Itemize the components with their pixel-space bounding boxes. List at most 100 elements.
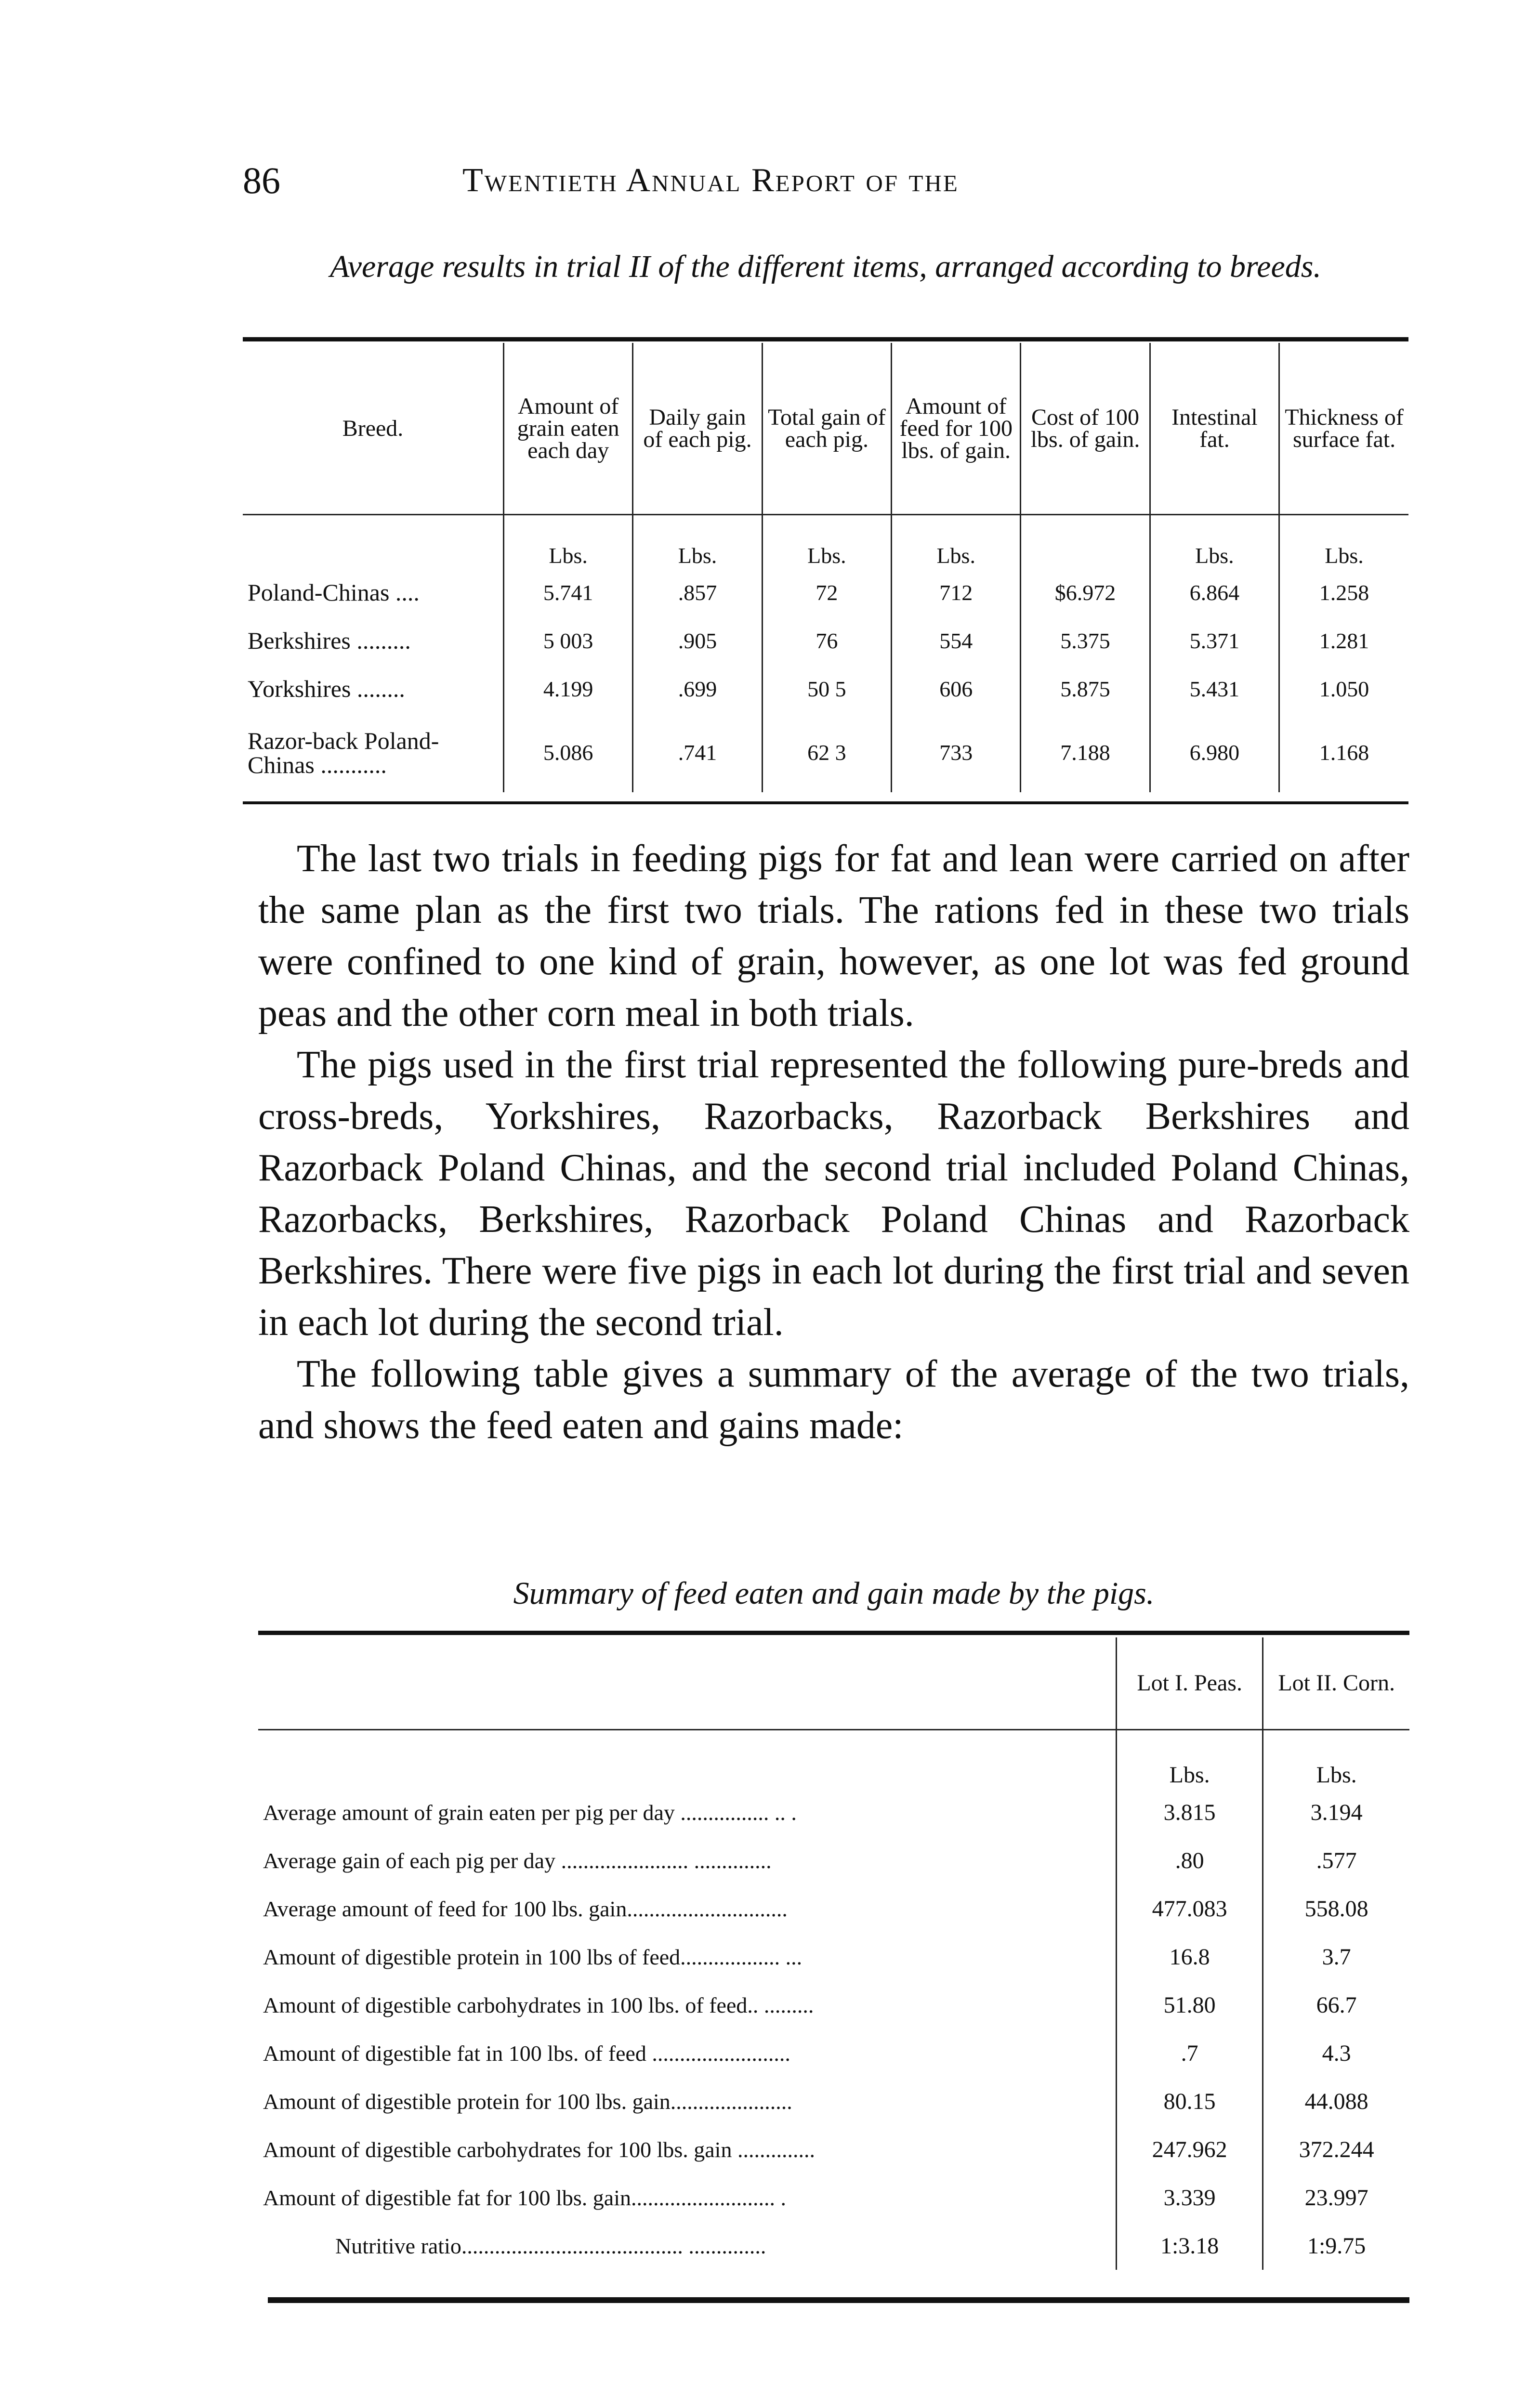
value-cell: 6.980 <box>1149 713 1279 792</box>
value-cell: 558.08 <box>1262 1885 1409 1933</box>
value-cell: 23.997 <box>1262 2173 1409 2222</box>
value-cell: 50 5 <box>761 665 892 713</box>
unit-cell: Lbs. <box>891 514 1021 568</box>
value-cell: 372.244 <box>1262 2125 1409 2173</box>
value-cell: 1.258 <box>1278 568 1408 616</box>
value-cell: 3.815 <box>1115 1788 1263 1836</box>
value-cell: 51.80 <box>1115 1981 1263 2029</box>
item-label: Amount of digestible fat for 100 lbs. ga… <box>263 2185 786 2210</box>
column-header: Daily gain of each pig. <box>632 343 763 515</box>
value-cell: 1.050 <box>1278 665 1408 713</box>
unit-cell: Lbs. <box>632 514 763 568</box>
table-row: Average amount of feed for 100 lbs. gain… <box>258 1885 1409 1933</box>
unit-cell <box>258 1730 1117 1789</box>
value-cell: 554 <box>891 616 1021 665</box>
value-cell: 4.199 <box>502 665 633 713</box>
item-label: Amount of digestible carbohydrates in 10… <box>263 1992 814 2017</box>
table-row: Average amount of grain eaten per pig pe… <box>258 1788 1409 1836</box>
value-cell: 5.741 <box>502 568 633 616</box>
value-cell: 5.371 <box>1149 616 1279 665</box>
unit-cell <box>1020 514 1150 568</box>
breed-results-table: Breed. Amount of grain eaten each day Da… <box>243 343 1408 792</box>
column-header: Amount of feed for 100 lbs. of gain. <box>891 343 1021 515</box>
value-cell: 62 3 <box>761 713 892 792</box>
unit-cell: Lbs. <box>1149 514 1279 568</box>
table-header-row: Breed. Amount of grain eaten each day Da… <box>243 343 1408 515</box>
value-cell: 6.864 <box>1149 568 1279 616</box>
unit-cell: Lbs. <box>502 514 633 568</box>
body-text: The last two trials in feeding pigs for … <box>258 833 1409 1452</box>
unit-cell: Lbs. <box>1115 1729 1263 1788</box>
value-cell: 5.431 <box>1149 665 1279 713</box>
units-row: Lbs. Lbs. Lbs. Lbs. Lbs. Lbs. <box>243 514 1408 569</box>
value-cell: .741 <box>632 713 763 792</box>
column-header <box>258 1637 1117 1730</box>
column-header: Lot I. Peas. <box>1115 1637 1263 1730</box>
column-header: Amount of grain eaten each day <box>502 343 633 515</box>
column-header: Cost of 100 lbs. of gain. <box>1020 343 1150 515</box>
value-cell: 3.339 <box>1115 2173 1263 2222</box>
value-cell: .80 <box>1115 1836 1263 1885</box>
item-label: Amount of digestible fat in 100 lbs. of … <box>263 2041 790 2066</box>
table-row: Amount of digestible carbohydrates for 1… <box>258 2125 1409 2173</box>
value-cell: 5.086 <box>502 713 633 792</box>
table-header-row: Lot I. Peas. Lot II. Corn. <box>258 1637 1409 1730</box>
value-cell: .577 <box>1262 1836 1409 1885</box>
unit-cell: Lbs. <box>1278 514 1408 568</box>
table1-bottom-rule <box>243 801 1408 804</box>
value-cell: 247.962 <box>1115 2125 1263 2173</box>
running-head: Twentieth Annual Report of the <box>462 162 959 199</box>
table1-top-rule <box>243 337 1408 341</box>
value-cell: 76 <box>761 616 892 665</box>
item-label: Nutritive ratio.........................… <box>335 2233 766 2258</box>
feed-summary-table: Lot I. Peas. Lot II. Corn. Lbs. Lbs. Ave… <box>258 1637 1409 2270</box>
value-cell: 1:3.18 <box>1115 2222 1263 2270</box>
column-header: Breed. <box>342 415 404 441</box>
item-label: Amount of digestible protein for 100 lbs… <box>263 2089 792 2114</box>
breed-cell: Razor-back Poland-Chinas ........... <box>248 727 439 778</box>
value-cell: .699 <box>632 665 763 713</box>
value-cell: $6.972 <box>1020 568 1150 616</box>
value-cell: 5.375 <box>1020 616 1150 665</box>
value-cell: 712 <box>891 568 1021 616</box>
unit-cell: Lbs. <box>761 514 892 568</box>
item-label: Average amount of feed for 100 lbs. gain… <box>263 1896 788 1921</box>
value-cell: 477.083 <box>1115 1885 1263 1933</box>
unit-cell <box>243 515 504 569</box>
units-row: Lbs. Lbs. <box>258 1729 1409 1789</box>
value-cell: 5.875 <box>1020 665 1150 713</box>
item-label: Amount of digestible carbohydrates for 1… <box>263 2137 815 2162</box>
column-header: Intestinal fat. <box>1149 343 1279 515</box>
value-cell: 66.7 <box>1262 1981 1409 2029</box>
page-number: 86 <box>243 159 280 201</box>
unit-cell: Lbs. <box>1262 1729 1409 1788</box>
item-label: Amount of digestible protein in 100 lbs … <box>263 1944 802 1969</box>
table-row: Amount of digestible fat in 100 lbs. of … <box>258 2029 1409 2077</box>
table-row: Amount of digestible fat for 100 lbs. ga… <box>258 2173 1409 2222</box>
breed-cell: Poland-Chinas .... <box>248 579 420 606</box>
table-row: Average gain of each pig per day .......… <box>258 1836 1409 1885</box>
breed-cell: Berkshires ......... <box>248 627 411 654</box>
value-cell: 3.194 <box>1262 1788 1409 1836</box>
column-header: Total gain of each pig. <box>761 343 892 515</box>
paragraph: The following table gives a summary of t… <box>258 1353 1409 1447</box>
value-cell: 72 <box>761 568 892 616</box>
column-header: Lot II. Corn. <box>1262 1637 1409 1730</box>
breed-cell: Yorkshires ........ <box>248 675 405 702</box>
value-cell: 606 <box>891 665 1021 713</box>
table-row: Berkshires ......... 5 003 .905 76 554 5… <box>243 616 1408 665</box>
paragraph: The last two trials in feeding pigs for … <box>258 838 1409 1034</box>
table1-caption: Average results in trial II of the diffe… <box>330 249 1321 284</box>
value-cell: 7.188 <box>1020 713 1150 792</box>
value-cell: 1.168 <box>1278 713 1408 792</box>
item-label: Average gain of each pig per day .......… <box>263 1848 772 1873</box>
table-row: Amount of digestible carbohydrates in 10… <box>258 1981 1409 2029</box>
value-cell: .7 <box>1115 2029 1263 2077</box>
item-label: Average amount of grain eaten per pig pe… <box>263 1800 797 1825</box>
table-row: Razor-back Poland-Chinas ........... 5.0… <box>243 713 1408 792</box>
table-row: Amount of digestible protein for 100 lbs… <box>258 2077 1409 2125</box>
value-cell: 3.7 <box>1262 1933 1409 1981</box>
table2-caption: Summary of feed eaten and gain made by t… <box>513 1576 1155 1611</box>
table2-bottom-rule <box>268 2297 1409 2303</box>
value-cell: .857 <box>632 568 763 616</box>
